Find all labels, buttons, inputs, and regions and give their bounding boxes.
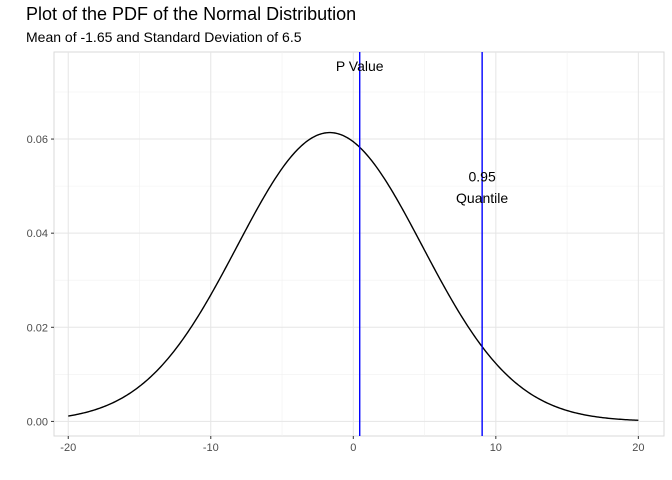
chart-title: Plot of the PDF of the Normal Distributi… [26,4,357,24]
annotation-label: 0.95 [469,169,496,185]
x-tick-label: 10 [490,442,502,454]
plot-panel [53,51,665,437]
annotation-label: P Value [336,58,384,74]
y-tick-label: 0.04 [27,228,48,240]
x-tick-label: -10 [203,442,219,454]
pdf-curve [68,131,639,421]
y-tick-label: 0.06 [27,134,48,146]
x-tick-label: 0 [350,442,356,454]
x-tick-label: -20 [60,442,76,454]
chart-subtitle: Mean of -1.65 and Standard Deviation of … [26,29,302,45]
y-tick-label: 0.02 [27,322,48,334]
annotation-label: Quantile [456,190,508,206]
y-tick-label: 0.00 [27,416,48,428]
x-tick-label: 20 [632,442,644,454]
